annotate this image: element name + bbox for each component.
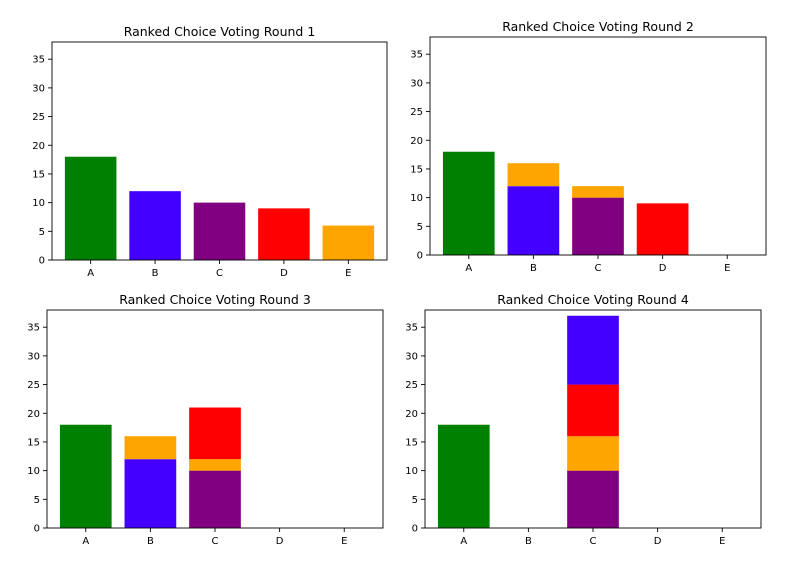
bar-C-segment-D — [189, 407, 241, 460]
y-tick-label: 10 — [27, 466, 40, 477]
y-tick-label: 15 — [410, 164, 423, 175]
bar-A-segment-A — [442, 151, 495, 255]
chart-title: Ranked Choice Voting Round 3 — [119, 292, 311, 307]
x-tick-label: A — [87, 268, 94, 279]
bar-B-segment-E — [507, 163, 560, 187]
chart-panel-1: Ranked Choice Voting Round 1 0 5 10 15 20 25 30… — [32, 24, 388, 279]
x-tick-label: C — [595, 263, 602, 274]
y-tick-label: 5 — [34, 495, 40, 506]
x-tick-label: C — [212, 536, 219, 547]
y-tick-label: 0 — [412, 524, 418, 535]
bar-B-segment-B — [507, 186, 560, 255]
x-tick-label: B — [530, 263, 537, 274]
x-tick-label: D — [659, 263, 667, 274]
y-tick-label: 20 — [410, 136, 423, 147]
y-tick-label: 20 — [405, 409, 418, 420]
x-tick-label: D — [276, 536, 284, 547]
x-tick-label: B — [525, 536, 532, 547]
y-tick-label: 10 — [32, 198, 45, 209]
y-tick-label: 10 — [405, 466, 418, 477]
bar-C-segment-C — [189, 470, 241, 528]
y-tick-label: 20 — [32, 141, 45, 152]
y-tick-label: 0 — [34, 524, 40, 535]
y-tick-label: 30 — [405, 351, 418, 362]
chart-panel-3: Ranked Choice Voting Round 3 0 5 10 15 20 25 30… — [27, 292, 384, 547]
bar-C-segment-E — [572, 186, 624, 198]
bar-A-segment-A — [59, 424, 112, 528]
x-tick-label: A — [460, 536, 467, 547]
y-tick-label: 30 — [32, 83, 45, 94]
y-tick-label: 25 — [410, 107, 423, 118]
y-tick-label: 25 — [405, 380, 418, 391]
bar-A-segment-A — [437, 424, 490, 528]
chart-panel-2: Ranked Choice Voting Round 2 0 5 10 15 20 25 30… — [410, 19, 767, 274]
x-tick-label: A — [465, 263, 472, 274]
y-tick-label: 30 — [410, 78, 423, 89]
y-tick-label: 10 — [410, 193, 423, 204]
bar-C-segment-C — [572, 197, 624, 255]
x-tick-label: E — [719, 536, 725, 547]
y-tick-label: 0 — [417, 251, 423, 262]
chart-panel-4: Ranked Choice Voting Round 4 0 5 10 15 20 25 30… — [405, 292, 762, 547]
y-tick-label: 30 — [27, 351, 40, 362]
bar-D-segment-D — [258, 208, 310, 260]
y-tick-label: 35 — [405, 323, 418, 334]
bar-C-segment-B — [567, 315, 619, 385]
y-tick-label: 20 — [27, 409, 40, 420]
y-tick-label: 5 — [39, 227, 45, 238]
x-tick-label: E — [724, 263, 730, 274]
x-tick-label: B — [147, 536, 154, 547]
x-tick-label: D — [280, 268, 288, 279]
y-tick-label: 25 — [32, 112, 45, 123]
chart-title: Ranked Choice Voting Round 4 — [497, 292, 689, 307]
y-tick-label: 5 — [412, 495, 418, 506]
bar-C-segment-E — [189, 459, 241, 471]
y-tick-label: 15 — [27, 437, 40, 448]
x-tick-label: E — [345, 268, 351, 279]
chart-title: Ranked Choice Voting Round 2 — [502, 19, 694, 34]
bar-C-segment-D — [567, 384, 619, 437]
x-tick-label: C — [216, 268, 223, 279]
y-tick-label: 15 — [405, 437, 418, 448]
bar-C-segment-C — [567, 470, 619, 528]
bar-C-segment-E — [567, 436, 619, 471]
bar-B-segment-B — [124, 459, 177, 528]
x-tick-label: B — [152, 268, 159, 279]
bar-E-segment-E — [322, 225, 375, 260]
x-tick-label: C — [590, 536, 597, 547]
bar-D-segment-D — [636, 203, 689, 255]
y-tick-label: 0 — [39, 256, 45, 267]
bar-C-segment-C — [193, 202, 246, 260]
x-tick-label: E — [341, 536, 347, 547]
y-tick-label: 35 — [32, 55, 45, 66]
y-tick-label: 35 — [27, 323, 40, 334]
y-tick-label: 35 — [410, 50, 423, 61]
bar-A-segment-A — [64, 156, 117, 260]
y-tick-label: 15 — [32, 169, 45, 180]
y-tick-label: 25 — [27, 380, 40, 391]
x-tick-label: D — [654, 536, 662, 547]
bar-B-segment-E — [124, 436, 177, 460]
chart-title: Ranked Choice Voting Round 1 — [124, 24, 316, 39]
bar-B-segment-B — [129, 191, 181, 260]
y-tick-label: 5 — [417, 222, 423, 233]
x-tick-label: A — [82, 536, 89, 547]
